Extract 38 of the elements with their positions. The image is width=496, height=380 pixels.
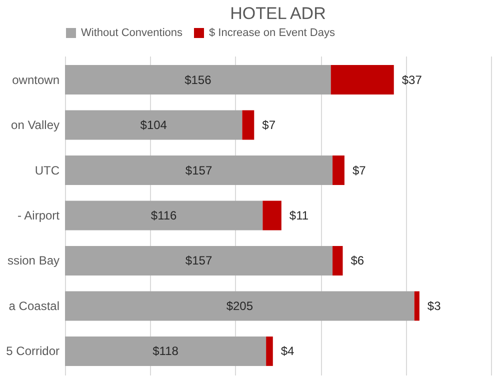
y-tick-label: UTC	[34, 163, 60, 178]
data-label: $116	[150, 208, 178, 222]
data-label: $3	[427, 298, 442, 313]
y-tick-label: a Coastal	[8, 298, 60, 313]
data-label: $104	[140, 118, 168, 132]
bar	[65, 246, 333, 276]
data-label: $157	[185, 163, 212, 178]
data-label: $4	[280, 344, 295, 358]
bar	[65, 110, 242, 140]
y-tick-label: 5 Corridor	[6, 344, 60, 358]
data-label: $7	[352, 163, 366, 178]
bar	[65, 65, 331, 94]
bar	[242, 110, 254, 140]
data-label: $205	[226, 298, 254, 313]
data-label: $6	[350, 254, 364, 268]
bar	[65, 200, 263, 230]
data-label: $37	[402, 72, 422, 87]
bar	[65, 156, 333, 185]
y-tick-label: ssion Bay	[7, 254, 60, 268]
bar	[332, 246, 343, 276]
bar	[332, 156, 344, 185]
chart-title: HOTEL ADR	[230, 4, 326, 23]
data-label: $7	[262, 118, 276, 132]
bar	[65, 291, 414, 321]
legend-label: Without Conventions	[81, 27, 183, 39]
bar	[262, 200, 282, 230]
y-tick-label: owntown	[12, 72, 60, 87]
data-label: $156	[184, 72, 212, 87]
legend-label: $ Increase on Event Days	[209, 27, 336, 39]
bar	[266, 336, 273, 366]
data-label: $157	[185, 254, 212, 268]
bar	[65, 336, 266, 366]
bar	[330, 65, 394, 94]
y-tick-label: on Valley	[11, 118, 60, 132]
y-tick-label: - Airport	[17, 208, 60, 222]
bar	[414, 291, 420, 321]
data-label: $118	[152, 344, 179, 358]
data-label: $11	[289, 208, 309, 222]
